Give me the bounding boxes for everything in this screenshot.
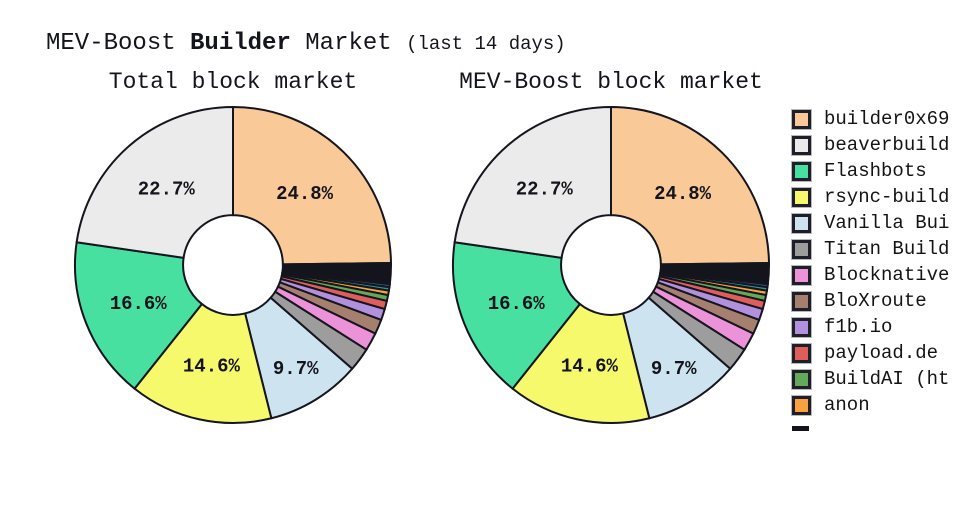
left-chart-title: Total block market — [108, 69, 358, 95]
pie-slice-rsync-build — [133, 302, 273, 424]
title-prefix: MEV-Boost — [46, 30, 191, 57]
pct-label-rsync-build: 14.6% — [561, 355, 619, 377]
legend-item-rsync-build: rsync-build — [792, 184, 949, 210]
pct-label-vanilla-bui: 9.7% — [273, 358, 319, 380]
pie-slice-builder0x69 — [232, 105, 393, 266]
legend-swatch — [792, 317, 811, 337]
legend-item-bloxroute: BloXroute — [792, 288, 949, 314]
legend-item-builder0x69: builder0x69 — [792, 106, 949, 132]
pct-label-rsync-build: 14.6% — [183, 355, 241, 377]
title-suffix: Market — [290, 30, 407, 57]
legend-item-flashbots: Flashbots — [792, 158, 949, 184]
pct-label-flashbots: 16.6% — [110, 293, 168, 315]
title-note: (last 14 days) — [406, 33, 566, 55]
page-title: MEV-Boost Builder Market (last 14 days) — [46, 30, 566, 57]
pct-label-beaverbuild: 22.7% — [138, 179, 196, 201]
legend: builder0x69 beaverbuild Flashbots rsync-bui… — [792, 106, 949, 431]
legend-swatch — [792, 395, 811, 415]
legend-label: BuildAI (ht — [824, 368, 950, 390]
title-bold-word: Builder — [190, 30, 291, 57]
legend-label: Blocknative — [824, 264, 950, 286]
legend-item-beaverbuild: beaverbuild — [792, 132, 949, 158]
legend-swatch — [792, 291, 811, 311]
pct-label-builder0x69: 24.8% — [276, 183, 334, 205]
legend-item-payload-de: payload.de — [792, 340, 949, 366]
legend-item-anon: anon — [792, 392, 949, 418]
pie-slice-builder0x69 — [610, 105, 771, 266]
legend-label: Flashbots — [824, 160, 927, 182]
total-block-market-donut: 24.8% 9.7% 14.6% 16.6% 22.7% — [74, 105, 393, 424]
pct-label-beaverbuild: 22.7% — [516, 179, 574, 201]
legend-label: f1b.io — [824, 316, 893, 338]
legend-swatch — [792, 265, 811, 285]
legend-swatch — [792, 109, 811, 129]
pie-slice-flashbots — [452, 241, 582, 391]
legend-label: Vanilla Bui — [824, 212, 950, 234]
pct-label-vanilla-bui: 9.7% — [651, 358, 697, 380]
pie-slice-beaverbuild — [75, 105, 234, 259]
legend-label: anon — [824, 394, 870, 416]
legend-swatch — [792, 239, 811, 259]
legend-swatch — [792, 343, 811, 363]
legend-label: builder0x69 — [824, 108, 950, 130]
legend-item-titan-build: Titan Build — [792, 236, 949, 262]
pct-label-flashbots: 16.6% — [488, 293, 546, 315]
mev-boost-block-market-donut: 24.8% 9.7% 14.6% 16.6% 22.7% — [452, 105, 771, 424]
legend-label: Titan Build — [824, 238, 950, 260]
legend-label: payload.de — [824, 342, 939, 364]
legend-swatch — [792, 213, 811, 233]
legend-swatch — [792, 135, 811, 155]
legend-item-vanilla-bui: Vanilla Bui — [792, 210, 949, 236]
legend-item-buildai-ht: BuildAI (ht — [792, 366, 949, 392]
legend-swatch — [792, 161, 811, 181]
legend-swatch — [792, 187, 811, 207]
pie-slice-beaverbuild — [453, 105, 612, 259]
right-chart-title: MEV-Boost block market — [459, 69, 763, 95]
legend-truncated-swatch — [792, 426, 809, 431]
legend-label: beaverbuild — [824, 134, 950, 156]
pie-slice-flashbots — [74, 241, 204, 391]
legend-item-f1b-io: f1b.io — [792, 314, 949, 340]
legend-label: rsync-build — [824, 186, 950, 208]
legend-item-blocknative: Blocknative — [792, 262, 949, 288]
legend-label: BloXroute — [824, 290, 927, 312]
pct-label-builder0x69: 24.8% — [654, 183, 712, 205]
pie-slice-rsync-build — [511, 302, 651, 424]
legend-swatch — [792, 369, 811, 389]
